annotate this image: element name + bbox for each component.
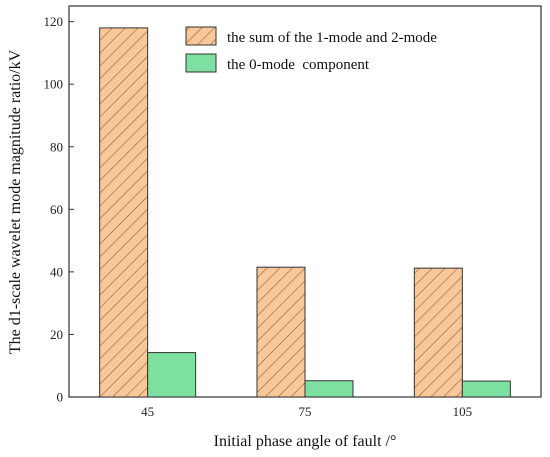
x-axis-title: Initial phase angle of fault /° (214, 433, 397, 450)
legend: the sum of the 1-mode and 2-mode the 0-m… (185, 26, 437, 73)
y-tick-label: 20 (50, 327, 63, 342)
bar-series-0-cat-105 (413, 267, 463, 398)
bar-series-1-cat-75 (304, 380, 354, 398)
bar-series-0-cat-45 (99, 27, 149, 398)
legend-label-sum: the sum of the 1-mode and 2-mode (227, 30, 437, 46)
y-tick-label: 60 (50, 202, 63, 217)
y-tick-label: 80 (50, 139, 63, 154)
bar-series-1-cat-105 (461, 380, 511, 398)
x-tick-label: 45 (141, 404, 154, 419)
x-tick-label: 105 (453, 404, 473, 419)
bar-series-1-cat-45 (147, 352, 197, 398)
y-tick-label: 40 (50, 264, 63, 279)
y-tick-label: 120 (44, 14, 64, 29)
legend-swatch-sum (185, 26, 217, 46)
x-tick-label: 75 (299, 404, 312, 419)
bars-group (99, 27, 511, 398)
y-axis-title: The d1-scale wavelet mode magnitude rati… (7, 49, 24, 354)
y-tick-label: 0 (57, 390, 64, 405)
y-tick-label: 100 (44, 77, 64, 92)
bar-series-0-cat-75 (256, 266, 306, 398)
y-axis-ticks: 0 20 40 60 80 100 120 (44, 14, 74, 405)
legend-label-zero: the 0-mode component (227, 57, 370, 73)
legend-swatch-zero (185, 53, 217, 73)
